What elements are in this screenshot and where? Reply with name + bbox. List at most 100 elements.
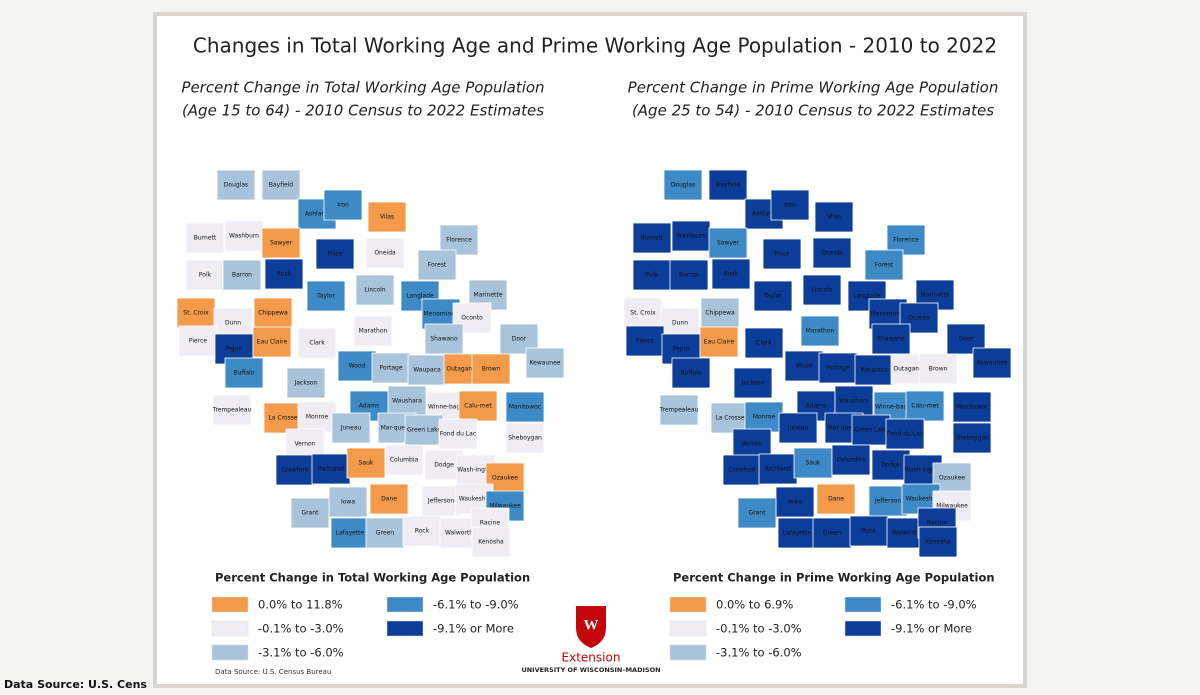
- county: [778, 412, 818, 444]
- county-label: Douglas: [224, 182, 248, 189]
- county: [711, 258, 751, 290]
- logo: W Extension UNIVERSITY OF WISCONSIN–MADI…: [521, 606, 661, 674]
- county-label: Taylor: [763, 293, 782, 300]
- county-label: Sheboygan: [508, 435, 542, 442]
- county-label: Sheboygan: [955, 435, 989, 442]
- county-label: Monroe: [306, 414, 329, 421]
- county-label: Brown: [482, 366, 501, 373]
- county: [972, 347, 1012, 379]
- county: [708, 169, 748, 201]
- county-label: Vernon: [742, 441, 763, 448]
- county-label: Marathon: [806, 328, 835, 335]
- county-label: Milwaukee: [489, 503, 521, 510]
- legend-label: -3.1% to -6.0%: [716, 646, 802, 660]
- county-label: Forest: [428, 262, 447, 269]
- county: [802, 274, 842, 306]
- county: [353, 315, 393, 347]
- legend-swatch: [669, 596, 707, 613]
- county: [744, 401, 784, 433]
- county-label: Jefferson: [427, 498, 455, 505]
- county-label: La Crosse: [268, 415, 297, 422]
- county-label: Wood: [796, 363, 813, 370]
- county-label: Wood: [349, 363, 366, 370]
- county-label: Kenosha: [478, 539, 504, 546]
- footer-source: Data Source: U.S. Cens: [4, 678, 147, 691]
- county: [812, 517, 852, 549]
- county-label: Waukesha: [906, 496, 937, 503]
- county-label: Oneida: [821, 250, 843, 257]
- county-label: Vilas: [827, 214, 841, 221]
- county: [722, 454, 762, 486]
- county-label: Menominee: [423, 311, 458, 318]
- county: [365, 237, 405, 269]
- county: [367, 201, 407, 233]
- county-label: Ashland: [752, 211, 776, 218]
- county-label: Monroe: [753, 414, 776, 421]
- county: [263, 402, 303, 434]
- county-label: Bayfield: [716, 182, 740, 189]
- county-label: Vernon: [295, 441, 316, 448]
- county: [297, 327, 337, 359]
- county-label: Kewaunee: [530, 360, 561, 367]
- county-label: Calu-met: [911, 403, 939, 410]
- county: [777, 517, 817, 549]
- county: [733, 367, 773, 399]
- county-label: Sauk: [806, 460, 821, 467]
- county-label: Dane: [828, 496, 844, 503]
- legend-swatch: [211, 644, 249, 661]
- county: [185, 222, 225, 254]
- county-label: Buffalo: [233, 370, 254, 377]
- county-label: Ozaukee: [492, 475, 518, 482]
- county: [632, 259, 672, 291]
- county-label: Dunn: [225, 320, 241, 327]
- county-label: Florence: [446, 237, 472, 244]
- county: [306, 280, 346, 312]
- legend-label: 0.0% to 6.9%: [716, 598, 793, 612]
- legend-swatch: [211, 620, 249, 637]
- county: [365, 517, 405, 549]
- county-label: Richland: [765, 466, 791, 473]
- county-label: Price: [328, 251, 343, 258]
- map-title: Percent Change in Total Working Age Popu…: [181, 79, 544, 97]
- county: [222, 259, 262, 291]
- county-label: Dodge: [434, 462, 454, 469]
- legend-swatch: [844, 620, 882, 637]
- county-map: Douglas Bayfield Ashland Iron Vilas Burnett Wa…: [176, 169, 565, 558]
- map-subtitle: (Age 25 to 54) - 2010 Census to 2022 Est…: [632, 102, 994, 120]
- legend-swatch: [386, 596, 424, 613]
- map-source: Data Source: U.S. Census Bureau: [215, 668, 331, 676]
- county: [323, 189, 363, 221]
- county: [331, 412, 371, 444]
- county-label: Fond du Lac: [440, 431, 476, 438]
- county: [710, 402, 750, 434]
- county: [224, 220, 264, 252]
- county-label: Portage: [379, 365, 402, 372]
- county: [814, 201, 854, 233]
- county-label: Menominee: [870, 311, 905, 318]
- county-label: Lincoln: [811, 287, 832, 294]
- county-label: Juneau: [787, 425, 809, 432]
- county-label: Burnett: [641, 235, 664, 242]
- county-label: Manitowoc: [509, 404, 541, 411]
- county-label: Winne-bago: [875, 404, 911, 411]
- county-label: Kenosha: [925, 539, 951, 546]
- county: [212, 394, 252, 426]
- county-label: Pierce: [636, 338, 654, 345]
- county-label: Forest: [875, 262, 894, 269]
- county-label: Clark: [309, 340, 325, 347]
- county-label: Wash-ington: [457, 467, 495, 474]
- county: [669, 259, 709, 291]
- map-title: Percent Change in Prime Working Age Popu…: [628, 79, 999, 97]
- county-label: Green Lake: [407, 427, 441, 434]
- legend-swatch: [386, 620, 424, 637]
- county-label: Waushara: [392, 398, 422, 405]
- county-label: Buffalo: [680, 370, 701, 377]
- county-label: Walworth: [445, 530, 473, 537]
- county: [816, 483, 856, 515]
- county-label: Barron: [232, 272, 252, 279]
- county-label: St. Croix: [630, 310, 656, 317]
- county: [369, 483, 409, 515]
- county-label: Waupaca: [413, 367, 441, 374]
- county: [818, 352, 858, 384]
